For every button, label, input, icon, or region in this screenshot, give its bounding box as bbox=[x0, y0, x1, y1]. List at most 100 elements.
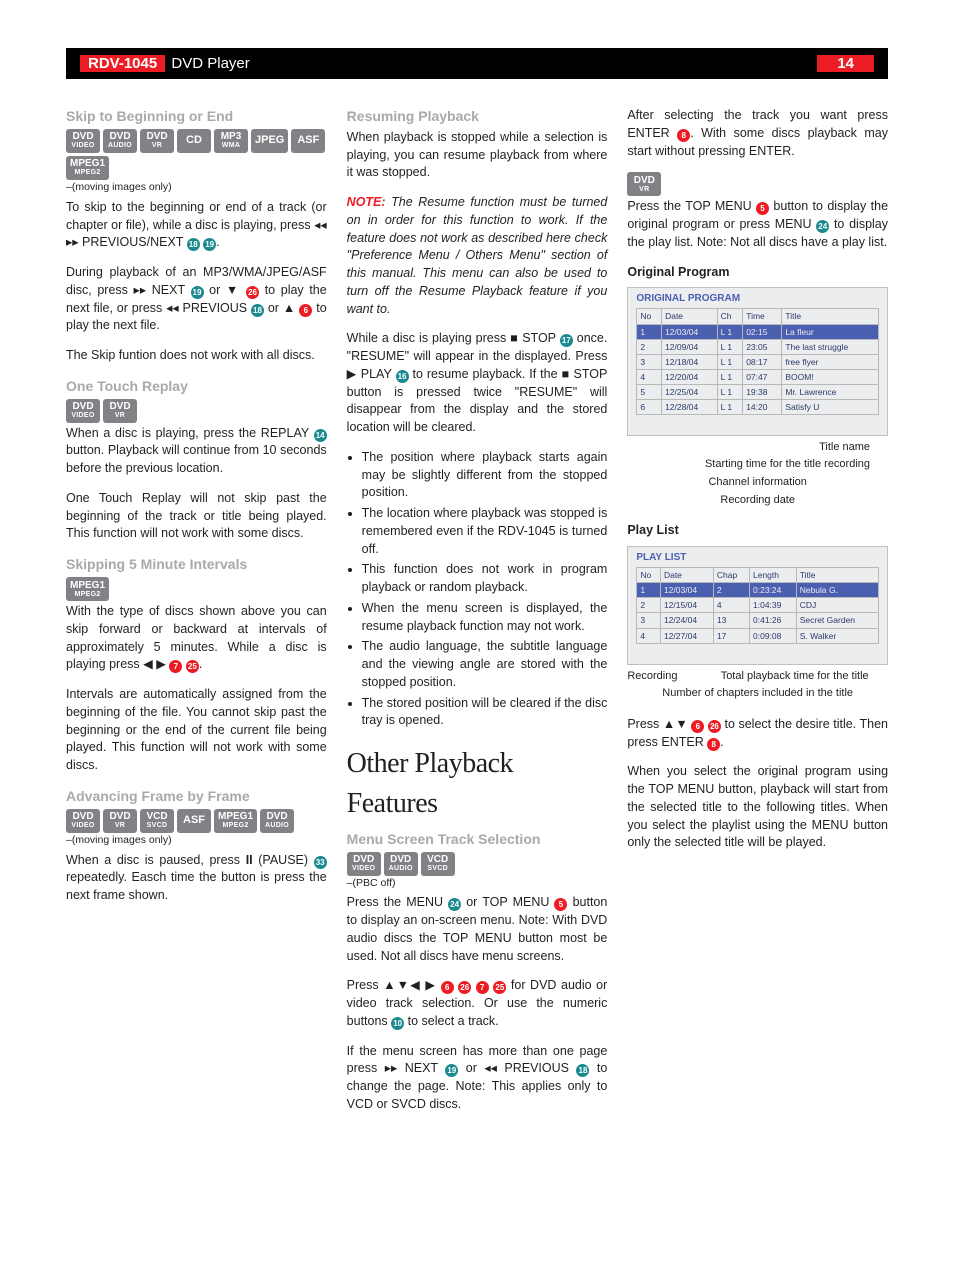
ref-6-icon: 6 bbox=[299, 304, 312, 317]
para: When you select the original program usi… bbox=[627, 763, 888, 852]
playlist-table: NoDateChapLengthTitle112/03/0420:23:24Ne… bbox=[636, 567, 879, 643]
badges-skip5: MPEG1MPEG2 bbox=[66, 577, 327, 601]
down-icon: ▼ bbox=[397, 978, 410, 992]
left-icon: ◀ bbox=[410, 978, 421, 992]
format-badge: MPEG1MPEG2 bbox=[66, 577, 109, 601]
header-left: RDV-1045 DVD Player bbox=[80, 55, 250, 72]
pause-icon: II bbox=[246, 853, 253, 867]
heading-replay: One Touch Replay bbox=[66, 377, 327, 397]
list-item: The audio language, the subtitle languag… bbox=[362, 638, 608, 691]
badge-suffix: –(moving images only) bbox=[66, 833, 327, 848]
format-badge: DVDAUDIO bbox=[260, 809, 294, 833]
ref-26-icon: 26 bbox=[246, 286, 259, 299]
column-2: Resuming Playback When playback is stopp… bbox=[347, 107, 608, 1126]
scr-title: ORIGINAL PROGRAM bbox=[628, 288, 887, 308]
format-badge: DVDVIDEO bbox=[347, 852, 381, 876]
annot-start-time: Starting time for the title recording bbox=[627, 457, 888, 473]
ref-7-icon: 7 bbox=[169, 660, 182, 673]
up-icon: ▲ bbox=[663, 717, 675, 731]
para: One Touch Replay will not skip past the … bbox=[66, 490, 327, 543]
original-program-screenshot: ORIGINAL PROGRAM NoDateChTimeTitle112/03… bbox=[627, 287, 888, 436]
format-badge: DVDAUDIO bbox=[384, 852, 418, 876]
ref-24-icon: 24 bbox=[816, 220, 829, 233]
badges-menutrack: DVDVIDEODVDAUDIOVCDSVCD bbox=[347, 852, 608, 876]
format-badge: DVDVIDEO bbox=[66, 399, 100, 423]
next-icon: ▸▸ bbox=[385, 1061, 398, 1075]
table-row: 312/24/04130:41:26Secret Garden bbox=[637, 613, 879, 628]
annot-rec-date: Recording date bbox=[627, 493, 888, 509]
para: While a disc is playing press ■ STOP 17 … bbox=[347, 330, 608, 437]
column-1: Skip to Beginning or End DVDVIDEODVDAUDI… bbox=[66, 107, 327, 1126]
prev-icon: ◂◂ bbox=[166, 301, 179, 315]
para: When playback is stopped while a selecti… bbox=[347, 129, 608, 182]
right-icon: ▶ bbox=[425, 978, 436, 992]
para: Press the MENU 24 or TOP MENU 5 button t… bbox=[347, 894, 608, 965]
scr-title: PLAY LIST bbox=[628, 547, 887, 567]
next-icon: ▸▸ bbox=[66, 235, 79, 249]
format-badge: JPEG bbox=[251, 129, 288, 153]
para: If the menu screen has more than one pag… bbox=[347, 1043, 608, 1114]
down-icon: ▼ bbox=[675, 717, 687, 731]
ref-10-icon: 10 bbox=[391, 1017, 404, 1030]
right-icon: ▶ bbox=[156, 657, 166, 671]
para: When a disc is playing, press the REPLAY… bbox=[66, 425, 327, 478]
heading-skip5: Skipping 5 Minute Intervals bbox=[66, 555, 327, 575]
feature-heading: Other Playback Features bbox=[347, 744, 608, 824]
para: Intervals are automatically assigned fro… bbox=[66, 686, 327, 775]
playlist-screenshot: PLAY LIST NoDateChapLengthTitle112/03/04… bbox=[627, 546, 888, 665]
annot-title-name: Title name bbox=[627, 440, 888, 456]
ref-6-icon: 6 bbox=[441, 981, 454, 994]
para: The Skip funtion does not work with all … bbox=[66, 347, 327, 365]
para: Press the TOP MENU 5 button to display t… bbox=[627, 198, 888, 251]
format-badge: DVDVR bbox=[627, 172, 661, 196]
ref-26-icon: 26 bbox=[458, 981, 471, 994]
table-row: 612/28/04L 114:20Satisfy U bbox=[637, 399, 879, 414]
ref-17-icon: 17 bbox=[560, 334, 573, 347]
ref-19-icon: 19 bbox=[203, 238, 216, 251]
next-icon: ▸▸ bbox=[134, 283, 147, 297]
format-badge: DVDVR bbox=[140, 129, 174, 153]
ref-8-icon: 8 bbox=[677, 129, 690, 142]
table-row: 112/03/0420:23:24Nebula G. bbox=[637, 583, 879, 598]
ref-8-icon: 8 bbox=[707, 738, 720, 751]
play-icon: ▶ bbox=[347, 367, 357, 381]
format-badge: VCDSVCD bbox=[421, 852, 455, 876]
badge-suffix: –(moving images only) bbox=[66, 180, 327, 195]
table-row: 412/27/04170:09:08S. Walker bbox=[637, 628, 879, 643]
format-badge: MPEG1MPEG2 bbox=[66, 156, 109, 180]
ref-5-icon: 5 bbox=[756, 202, 769, 215]
subhead-original: Original Program bbox=[627, 264, 888, 282]
format-badge: CD bbox=[177, 129, 211, 153]
ref-24-icon: 24 bbox=[448, 898, 461, 911]
prev-icon: ◂◂ bbox=[484, 1061, 497, 1075]
table-row: 212/09/04L 123:05The last struggle bbox=[637, 339, 879, 354]
ref-18-icon: 18 bbox=[251, 304, 264, 317]
annot-recording: Recording bbox=[627, 669, 697, 685]
resume-bullets: The position where playback starts again… bbox=[347, 449, 608, 730]
format-badge: DVDAUDIO bbox=[103, 129, 137, 153]
format-badge: MP3WMA bbox=[214, 129, 248, 153]
format-badge: VCDSVCD bbox=[140, 809, 174, 833]
format-badge: ASF bbox=[291, 129, 325, 153]
subhead-playlist: Play List bbox=[627, 522, 888, 540]
badges-dvdvr: DVDVR bbox=[627, 172, 888, 196]
badge-suffix: –(PBC off) bbox=[347, 876, 608, 891]
column-3: After selecting the track you want press… bbox=[627, 107, 888, 1126]
note-lead: NOTE: bbox=[347, 195, 386, 209]
table-row: 412/20/04L 107:47BOOM! bbox=[637, 369, 879, 384]
table-row: 312/18/04L 108:17free flyer bbox=[637, 354, 879, 369]
ref-6-icon: 6 bbox=[691, 720, 704, 733]
ref-26-icon: 26 bbox=[708, 720, 721, 733]
para: When a disc is paused, press II (PAUSE) … bbox=[66, 852, 327, 905]
ref-18-icon: 18 bbox=[187, 238, 200, 251]
ref-19-icon: 19 bbox=[191, 286, 204, 299]
format-badge: DVDVR bbox=[103, 399, 137, 423]
annot-total-playback: Total playback time for the title bbox=[701, 669, 888, 685]
up-icon: ▲ bbox=[383, 978, 396, 992]
ref-33-icon: 33 bbox=[314, 856, 327, 869]
heading-menutrack: Menu Screen Track Selection bbox=[347, 830, 608, 850]
list-item: The stored position will be cleared if t… bbox=[362, 695, 608, 731]
ref-18-icon: 18 bbox=[576, 1064, 589, 1077]
heading-frame: Advancing Frame by Frame bbox=[66, 787, 327, 807]
para: To skip to the beginning or end of a tra… bbox=[66, 199, 327, 252]
